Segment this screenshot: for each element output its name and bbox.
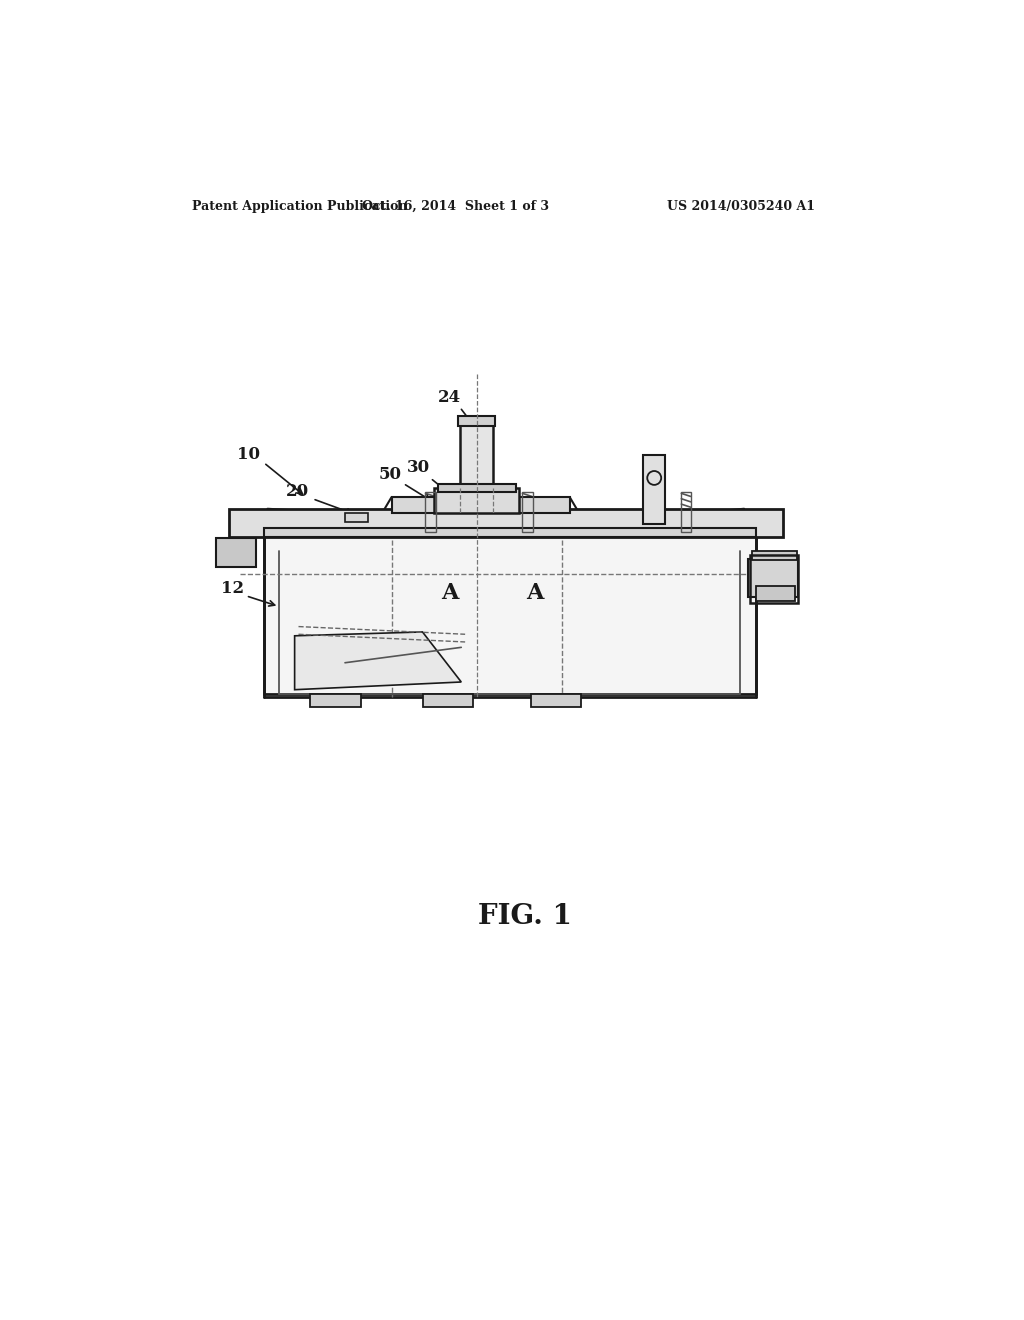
Bar xyxy=(423,693,473,708)
Text: US 2014/0305240 A1: US 2014/0305240 A1 xyxy=(667,199,815,213)
Text: 20: 20 xyxy=(286,483,308,499)
Text: 24: 24 xyxy=(438,388,461,405)
Bar xyxy=(521,492,532,532)
Text: 10: 10 xyxy=(237,446,260,463)
Bar xyxy=(748,558,799,598)
Bar xyxy=(681,492,691,532)
Text: A: A xyxy=(441,582,459,605)
Bar xyxy=(750,554,798,603)
Bar xyxy=(756,586,795,601)
Bar xyxy=(228,508,783,537)
Bar xyxy=(425,492,435,532)
Bar xyxy=(263,536,756,693)
Bar xyxy=(263,528,756,537)
Polygon shape xyxy=(295,632,461,689)
Bar xyxy=(391,498,569,512)
Bar xyxy=(752,552,797,561)
Bar xyxy=(643,455,665,524)
Bar xyxy=(216,539,256,568)
Text: Patent Application Publication: Patent Application Publication xyxy=(193,199,408,213)
Text: 50: 50 xyxy=(379,466,401,483)
Text: Oct. 16, 2014  Sheet 1 of 3: Oct. 16, 2014 Sheet 1 of 3 xyxy=(361,199,549,213)
Bar xyxy=(310,693,360,708)
Bar xyxy=(434,488,519,512)
Bar xyxy=(345,512,369,521)
Text: 30: 30 xyxy=(408,459,430,477)
Text: A: A xyxy=(526,582,544,605)
Bar xyxy=(531,693,582,708)
Bar xyxy=(438,484,515,492)
Bar xyxy=(458,416,496,425)
Text: FIG. 1: FIG. 1 xyxy=(478,903,571,931)
Bar xyxy=(461,416,493,494)
Text: 12: 12 xyxy=(221,579,244,597)
